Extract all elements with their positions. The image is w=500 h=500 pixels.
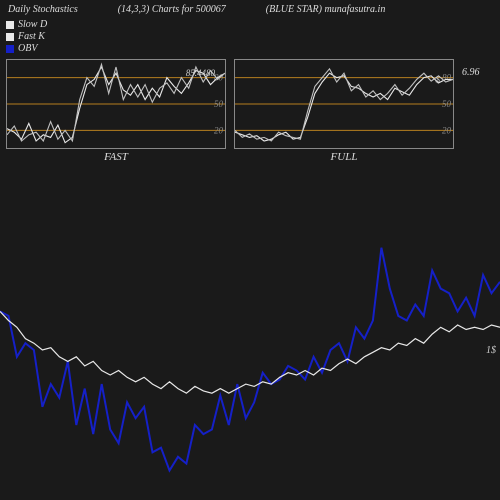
svg-text:50: 50 [214,99,224,109]
legend-label-fast-k: Fast K [18,31,45,43]
stochastic-panels: 20508085.4480 FAST 205080$ FULL 6.96 [0,59,500,165]
svg-text:50: 50 [442,99,452,109]
side-value: 6.96 [462,59,494,78]
panel-full-title: FULL [234,149,454,165]
panel-fast: 20508085.4480 [6,59,226,149]
legend-obv: OBV [6,43,494,55]
panel-full: 205080$ [234,59,454,149]
swatch-slow-d [6,21,14,29]
price-obv-chart: 1$ [0,225,500,475]
svg-text:20: 20 [214,125,224,135]
panel-full-wrap: 205080$ FULL [234,59,454,165]
legend-slow-d: Slow D [6,19,494,31]
title-right: (BLUE STAR) munafasutra.in [266,4,386,15]
legend-label-slow-d: Slow D [18,19,47,31]
swatch-fast-k [6,33,14,41]
svg-text:85.4480: 85.4480 [186,68,216,78]
chart-header: Daily Stochastics (14,3,3) Charts for 50… [0,0,500,19]
panel-fast-title: FAST [6,149,226,165]
legend-label-obv: OBV [18,43,37,55]
title-left: Daily Stochastics [8,4,78,15]
swatch-obv [6,45,14,53]
svg-text:$: $ [436,74,441,84]
panel-fast-wrap: 20508085.4480 FAST [6,59,226,165]
legend-fast-k: Fast K [6,31,494,43]
title-center: (14,3,3) Charts for 500067 [118,4,226,15]
svg-text:20: 20 [442,125,452,135]
legend: Slow D Fast K OBV [0,19,500,59]
